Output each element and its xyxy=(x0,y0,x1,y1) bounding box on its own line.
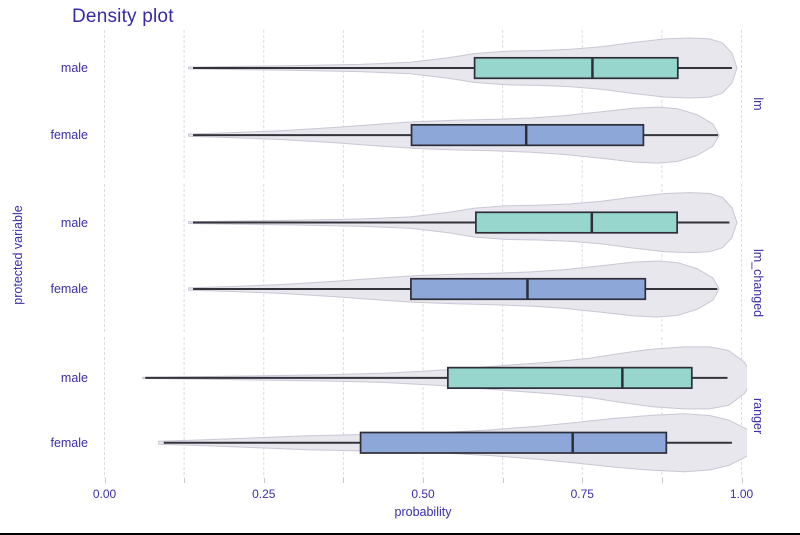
category-label-lm-female: female xyxy=(50,128,88,143)
facet-label-lm_changed: lm_changed xyxy=(751,249,765,318)
x-tick-label: 0.50 xyxy=(411,487,435,501)
facet-panel-lm xyxy=(99,30,747,178)
facet-chart-lm xyxy=(104,30,742,178)
boxplot-lm-male xyxy=(473,56,679,80)
category-label-ranger-female: female xyxy=(50,435,88,450)
x-axis-tick xyxy=(423,478,424,483)
category-label-lm-male: male xyxy=(60,61,88,76)
x-axis-tick xyxy=(343,478,345,483)
x-tick-label: 0.25 xyxy=(252,487,276,501)
facet-chart-lm_changed xyxy=(104,184,742,334)
boxplot-lm-female xyxy=(410,123,645,147)
x-axis-tick xyxy=(184,478,186,483)
x-axis-tick xyxy=(661,478,663,483)
window-bottom-border xyxy=(0,533,800,535)
x-axis-tick xyxy=(104,478,106,483)
y-axis-title: protected variable xyxy=(11,205,25,305)
facet-chart-ranger xyxy=(104,337,747,478)
x-axis-title: probability xyxy=(394,505,452,519)
facet-label-lm: lm xyxy=(751,97,765,111)
boxplot-ranger-female xyxy=(359,431,668,454)
x-axis-tick xyxy=(502,478,504,483)
boxplot-ranger-male xyxy=(446,366,693,389)
facet-label-ranger: ranger xyxy=(751,397,765,434)
x-tick-label: 0.00 xyxy=(92,487,117,501)
x-axis-tick xyxy=(582,478,584,483)
category-label-lm_changed-male: male xyxy=(60,215,88,230)
boxplot-lm_changed-male xyxy=(475,211,679,234)
chart-title: Density plot xyxy=(72,6,174,27)
x-axis-tick xyxy=(263,478,265,483)
facet-panel-lm_changed xyxy=(99,184,747,334)
x-tick-label: 0.75 xyxy=(570,487,594,501)
category-label-lm_changed-female: female xyxy=(50,282,88,296)
x-tick-label: 1.00 xyxy=(729,487,754,501)
facet-panel-ranger xyxy=(99,337,747,478)
x-axis-tick xyxy=(741,478,743,483)
category-label-ranger-male: male xyxy=(60,370,88,385)
